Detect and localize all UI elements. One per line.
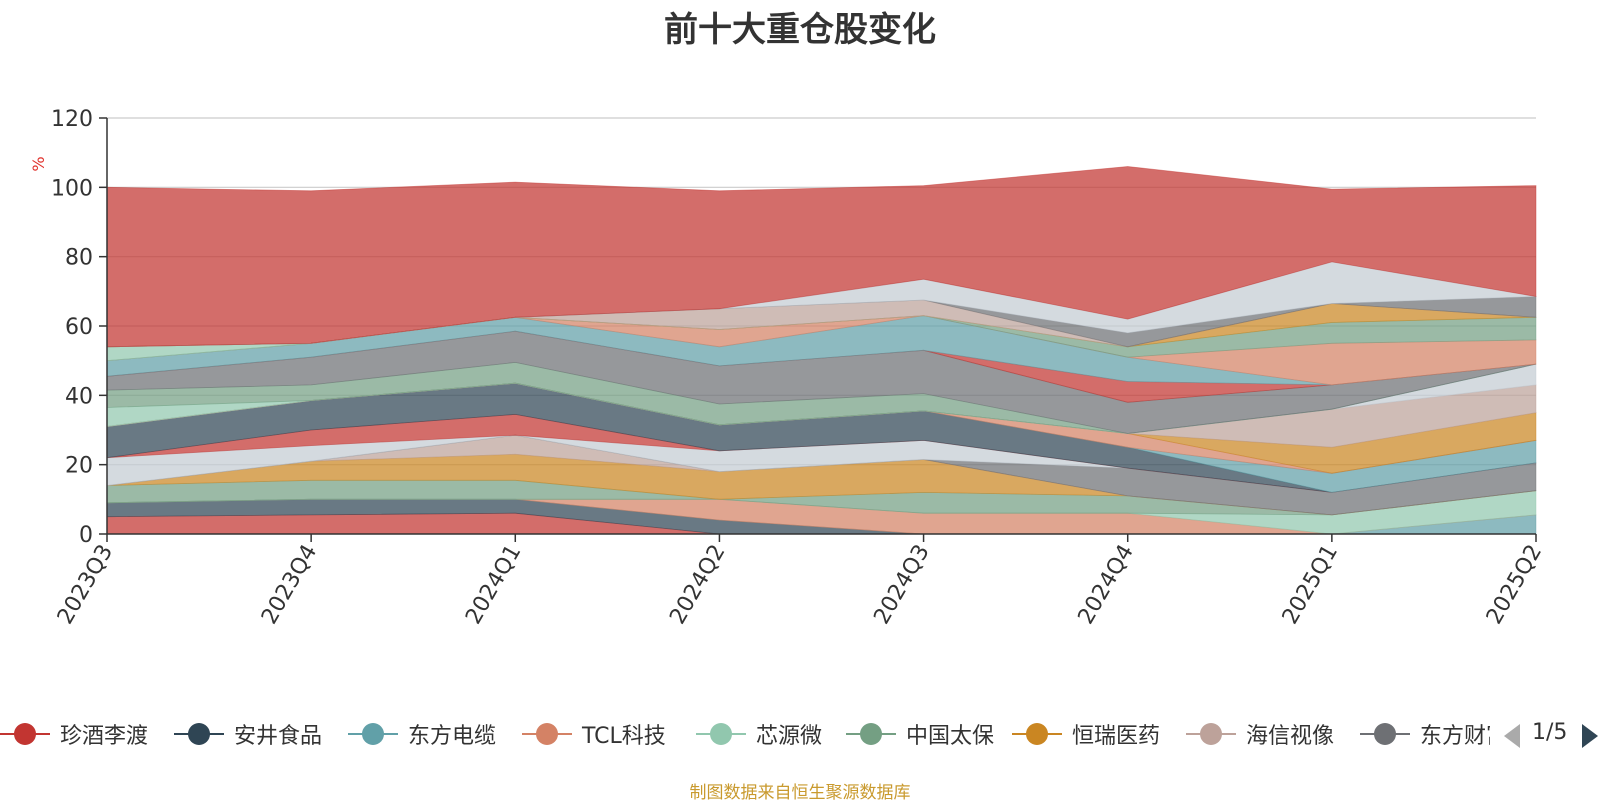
area-series [106, 166, 1537, 348]
legend-marker-icon [1360, 723, 1410, 745]
legend: 珍酒李渡 安井食品 东方电缆 TCL科技 芯源微 中国太保 恒瑞医药 海信视像 东方财富 [0, 712, 1490, 756]
legend-item[interactable]: 中国太保 [846, 712, 994, 756]
legend-label: 东方电缆 [408, 724, 497, 749]
data-source-note: 制图数据来自恒生聚源数据库 [689, 783, 911, 803]
legend-item[interactable]: 芯源微 [696, 712, 822, 756]
legend-marker-icon [522, 723, 572, 745]
y-axis-unit-label: % [29, 156, 48, 171]
legend-marker-icon [846, 723, 896, 745]
y-tick-label: 120 [51, 107, 93, 132]
legend-pager: 1/5 [1500, 718, 1600, 752]
y-tick-label: 60 [65, 315, 93, 340]
legend-label: 珍酒李渡 [60, 724, 149, 749]
legend-marker-icon [0, 723, 50, 745]
y-tick-label: 80 [65, 246, 93, 271]
legend-item[interactable]: 东方财富 [1360, 712, 1490, 756]
x-tick-label: 2025Q1 [1278, 541, 1343, 629]
stacked-areas [106, 166, 1537, 535]
legend-label: 中国太保 [906, 724, 995, 749]
legend-item[interactable]: 恒瑞医药 [1012, 712, 1160, 756]
x-tick-label: 2025Q2 [1482, 541, 1547, 629]
chart-title: 前十大重仓股变化 [664, 10, 936, 50]
legend-label: 恒瑞医药 [1072, 724, 1161, 749]
x-tick-label: 2024Q2 [665, 541, 730, 629]
legend-item[interactable]: 珍酒李渡 [0, 712, 148, 756]
x-tick-label: 2024Q4 [1074, 541, 1139, 629]
legend-marker-icon [1012, 723, 1062, 745]
legend-page-indicator: 1/5 [1532, 720, 1568, 745]
x-tick-label: 2024Q3 [869, 541, 934, 629]
legend-label: 安井食品 [234, 724, 323, 749]
legend-marker-icon [348, 723, 398, 745]
next-page-icon[interactable] [1580, 722, 1600, 750]
legend-label: 海信视像 [1246, 724, 1335, 749]
legend-label: 芯源微 [756, 724, 823, 749]
legend-marker-icon [1186, 723, 1236, 745]
legend-label: 东方财富 [1420, 724, 1490, 749]
x-tick-label: 2023Q3 [53, 541, 118, 629]
x-tick-labels: 2023Q3 2023Q4 2024Q1 2024Q2 2024Q3 2024Q4 2025… [53, 534, 1547, 629]
y-tick-labels: 0 20 40 60 80 100 120 [51, 107, 107, 548]
x-tick-label: 2024Q1 [461, 541, 526, 629]
y-tick-label: 0 [79, 523, 93, 548]
legend-label: TCL科技 [582, 724, 666, 749]
legend-item[interactable]: 海信视像 [1186, 712, 1334, 756]
legend-item[interactable]: 安井食品 [174, 712, 322, 756]
legend-marker-icon [174, 723, 224, 745]
x-tick-label: 2023Q4 [257, 541, 322, 629]
legend-item[interactable]: 东方电缆 [348, 712, 496, 756]
y-tick-label: 20 [65, 454, 93, 479]
prev-page-icon[interactable] [1500, 722, 1526, 750]
legend-item[interactable]: TCL科技 [522, 712, 666, 756]
y-tick-label: 40 [65, 384, 93, 409]
legend-marker-icon [696, 723, 746, 745]
y-tick-label: 100 [51, 176, 93, 201]
